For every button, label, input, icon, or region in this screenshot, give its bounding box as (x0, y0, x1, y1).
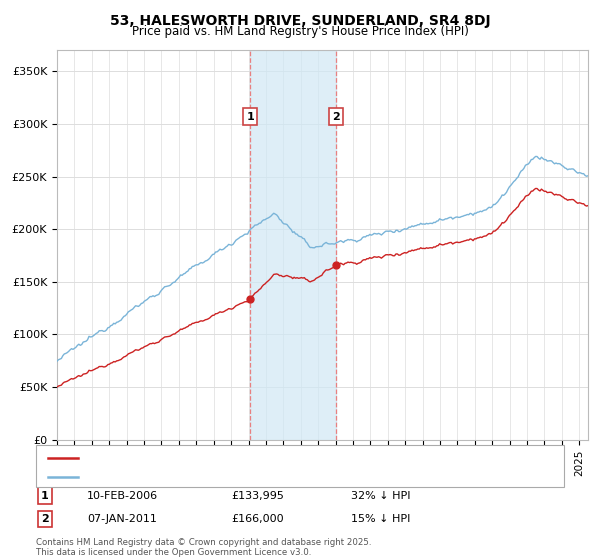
Text: Price paid vs. HM Land Registry's House Price Index (HPI): Price paid vs. HM Land Registry's House … (131, 25, 469, 38)
Text: 1: 1 (41, 491, 49, 501)
Text: HPI: Average price, detached house, Sunderland: HPI: Average price, detached house, Sund… (84, 472, 337, 482)
Bar (250, 50, 337, 440)
Text: 53, HALESWORTH DRIVE, SUNDERLAND, SR4 8DJ: 53, HALESWORTH DRIVE, SUNDERLAND, SR4 8D… (110, 14, 490, 28)
Text: £133,995: £133,995 (231, 491, 284, 501)
Text: £166,000: £166,000 (231, 514, 284, 524)
Text: 32% ↓ HPI: 32% ↓ HPI (351, 491, 410, 501)
Text: Contains HM Land Registry data © Crown copyright and database right 2025.
This d: Contains HM Land Registry data © Crown c… (36, 538, 371, 557)
Text: 07-JAN-2011: 07-JAN-2011 (87, 514, 157, 524)
Text: 2: 2 (332, 111, 340, 122)
Text: 53, HALESWORTH DRIVE, SUNDERLAND, SR4 8DJ (detached house): 53, HALESWORTH DRIVE, SUNDERLAND, SR4 8D… (84, 452, 433, 463)
Text: 10-FEB-2006: 10-FEB-2006 (87, 491, 158, 501)
Text: 2: 2 (41, 514, 49, 524)
Text: 15% ↓ HPI: 15% ↓ HPI (351, 514, 410, 524)
Text: 1: 1 (247, 111, 254, 122)
